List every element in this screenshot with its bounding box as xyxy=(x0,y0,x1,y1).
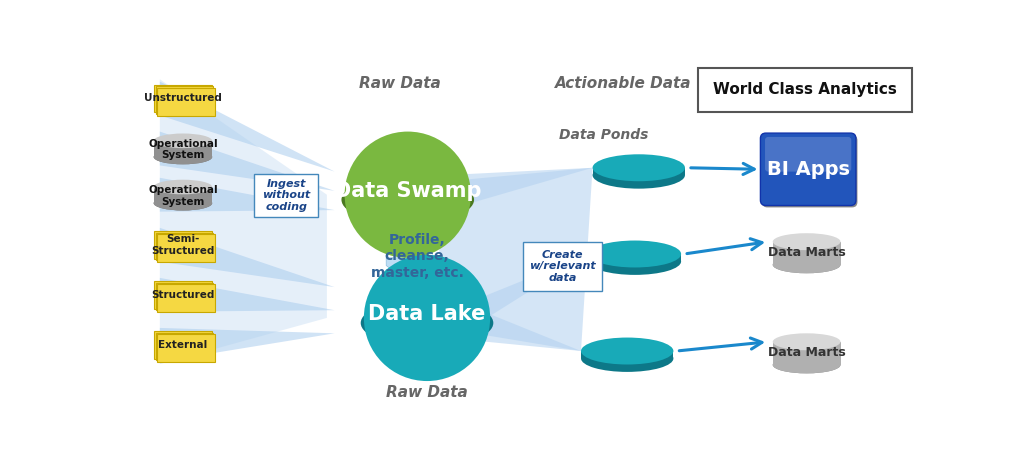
Ellipse shape xyxy=(154,134,212,148)
Polygon shape xyxy=(465,304,581,351)
Text: External: External xyxy=(159,340,208,350)
Ellipse shape xyxy=(154,150,212,164)
Circle shape xyxy=(345,132,471,258)
FancyBboxPatch shape xyxy=(154,281,212,309)
FancyBboxPatch shape xyxy=(158,234,215,262)
Ellipse shape xyxy=(773,356,841,374)
Text: Actionable Data: Actionable Data xyxy=(555,75,691,91)
Text: Profile,
cleanse,
master, etc.: Profile, cleanse, master, etc. xyxy=(371,233,464,280)
Polygon shape xyxy=(154,141,212,157)
Text: Operational
System: Operational System xyxy=(148,185,218,207)
Ellipse shape xyxy=(773,333,841,350)
FancyBboxPatch shape xyxy=(154,331,212,359)
Text: Structured: Structured xyxy=(152,290,215,300)
Ellipse shape xyxy=(581,345,674,372)
Ellipse shape xyxy=(154,196,212,210)
Text: Unstructured: Unstructured xyxy=(144,93,222,103)
Text: Semi-
Structured: Semi- Structured xyxy=(152,234,215,255)
Text: Data Lake: Data Lake xyxy=(369,304,485,324)
Text: Ingest
without
coding: Ingest without coding xyxy=(262,179,310,212)
Polygon shape xyxy=(386,281,426,296)
Text: Raw Data: Raw Data xyxy=(359,75,441,91)
Polygon shape xyxy=(154,187,212,203)
FancyBboxPatch shape xyxy=(158,334,215,362)
Polygon shape xyxy=(160,228,335,287)
Ellipse shape xyxy=(154,150,212,164)
FancyBboxPatch shape xyxy=(156,233,213,260)
FancyBboxPatch shape xyxy=(762,135,857,208)
Text: Operational
System: Operational System xyxy=(148,139,218,161)
Polygon shape xyxy=(465,254,589,332)
Polygon shape xyxy=(773,242,841,265)
FancyBboxPatch shape xyxy=(154,231,212,259)
Text: BI Apps: BI Apps xyxy=(767,160,850,179)
Polygon shape xyxy=(439,168,593,351)
Ellipse shape xyxy=(360,299,494,347)
Polygon shape xyxy=(386,269,426,285)
FancyBboxPatch shape xyxy=(156,283,213,310)
Polygon shape xyxy=(160,278,335,312)
Ellipse shape xyxy=(773,256,841,273)
Polygon shape xyxy=(386,258,426,273)
FancyBboxPatch shape xyxy=(761,133,856,206)
FancyBboxPatch shape xyxy=(765,137,851,172)
Ellipse shape xyxy=(773,256,841,273)
Text: Data Marts: Data Marts xyxy=(768,246,846,259)
Polygon shape xyxy=(773,342,841,365)
Text: Create
w/relevant
data: Create w/relevant data xyxy=(529,250,596,283)
Ellipse shape xyxy=(773,356,841,374)
Polygon shape xyxy=(160,328,335,362)
FancyBboxPatch shape xyxy=(158,284,215,312)
Ellipse shape xyxy=(589,240,681,267)
Ellipse shape xyxy=(593,154,685,181)
FancyBboxPatch shape xyxy=(523,242,602,291)
Polygon shape xyxy=(589,254,681,262)
FancyBboxPatch shape xyxy=(254,174,318,217)
Polygon shape xyxy=(593,168,685,175)
Text: Data Swamp: Data Swamp xyxy=(334,181,481,201)
FancyBboxPatch shape xyxy=(158,88,215,116)
Ellipse shape xyxy=(581,337,674,365)
FancyBboxPatch shape xyxy=(156,333,213,360)
FancyBboxPatch shape xyxy=(698,68,912,112)
Polygon shape xyxy=(160,79,327,364)
Ellipse shape xyxy=(593,162,685,189)
Polygon shape xyxy=(452,168,593,209)
Ellipse shape xyxy=(773,233,841,250)
Polygon shape xyxy=(160,82,335,172)
Ellipse shape xyxy=(154,196,212,210)
Ellipse shape xyxy=(154,180,212,194)
Text: Raw Data: Raw Data xyxy=(386,385,468,400)
Ellipse shape xyxy=(341,176,474,224)
Text: Data Marts: Data Marts xyxy=(768,346,846,359)
Text: World Class Analytics: World Class Analytics xyxy=(713,82,897,98)
FancyBboxPatch shape xyxy=(154,84,212,112)
Polygon shape xyxy=(581,351,674,358)
FancyBboxPatch shape xyxy=(156,86,213,114)
Circle shape xyxy=(364,255,490,381)
Polygon shape xyxy=(160,178,335,212)
Ellipse shape xyxy=(589,248,681,275)
Polygon shape xyxy=(160,132,335,191)
Text: Data Ponds: Data Ponds xyxy=(559,128,649,142)
